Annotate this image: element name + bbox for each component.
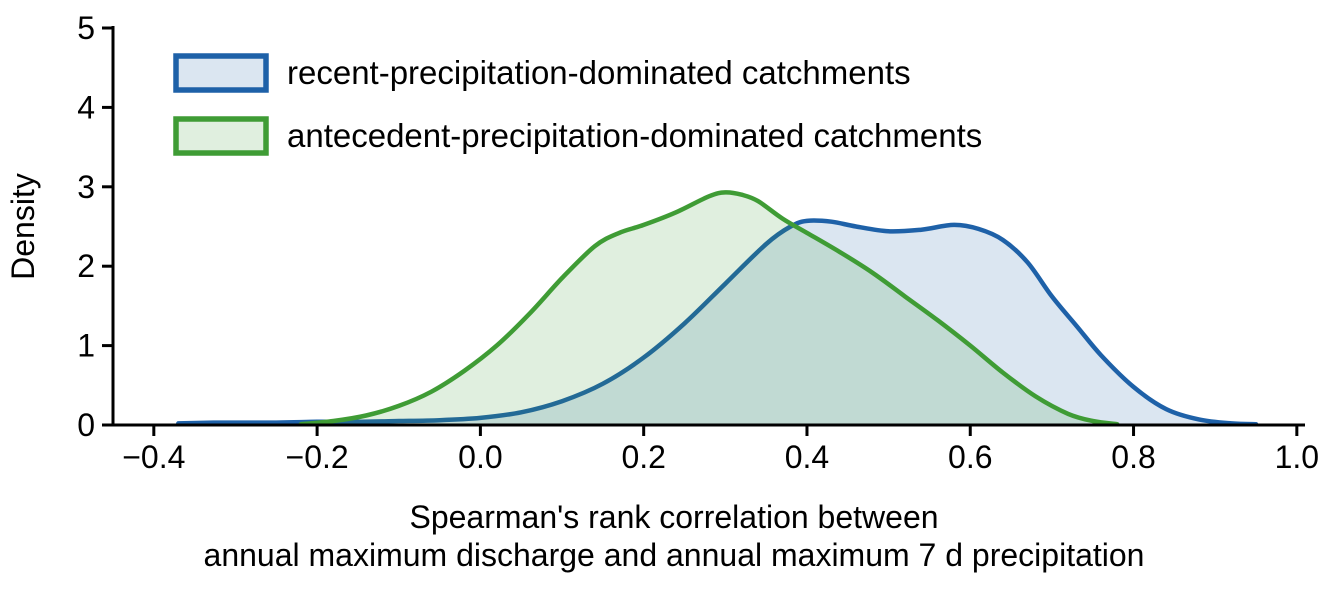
x-tick-label-2: 0.0	[458, 439, 502, 475]
density-area-0	[178, 220, 1256, 425]
y-tick-label-1: 1	[77, 328, 95, 364]
density-area-1	[300, 192, 1118, 425]
x-axis-label-line2: annual maximum discharge and annual maxi…	[204, 537, 1145, 573]
legend-label-0: recent-precipitation-dominated catchment…	[287, 54, 911, 91]
y-tick-label-2: 2	[77, 248, 95, 284]
x-axis-label-line1: Spearman's rank correlation between	[409, 499, 938, 535]
x-tick-label-1: −0.2	[286, 439, 349, 475]
y-tick-label-4: 4	[77, 89, 95, 125]
x-tick-label-5: 0.6	[948, 439, 992, 475]
x-tick-label-0: −0.4	[122, 439, 185, 475]
density-curve-0	[176, 218, 1259, 427]
x-tick-label-7: 1.0	[1275, 439, 1319, 475]
x-tick-label-3: 0.2	[621, 439, 665, 475]
y-axis-label: Density	[5, 173, 41, 280]
legend-patch-0	[173, 53, 269, 93]
y-tick-label-5: 5	[77, 10, 95, 46]
legend-label-1: antecedent-precipitation-dominated catch…	[287, 117, 982, 154]
density-curve-1	[298, 190, 1120, 427]
y-tick-label-0: 0	[77, 407, 95, 443]
legend-patch-1	[173, 116, 269, 156]
legend: recent-precipitation-dominated catchment…	[173, 53, 982, 156]
y-tick-label-3: 3	[77, 169, 95, 205]
x-tick-label-4: 0.4	[785, 439, 829, 475]
x-tick-label-6: 0.8	[1111, 439, 1155, 475]
